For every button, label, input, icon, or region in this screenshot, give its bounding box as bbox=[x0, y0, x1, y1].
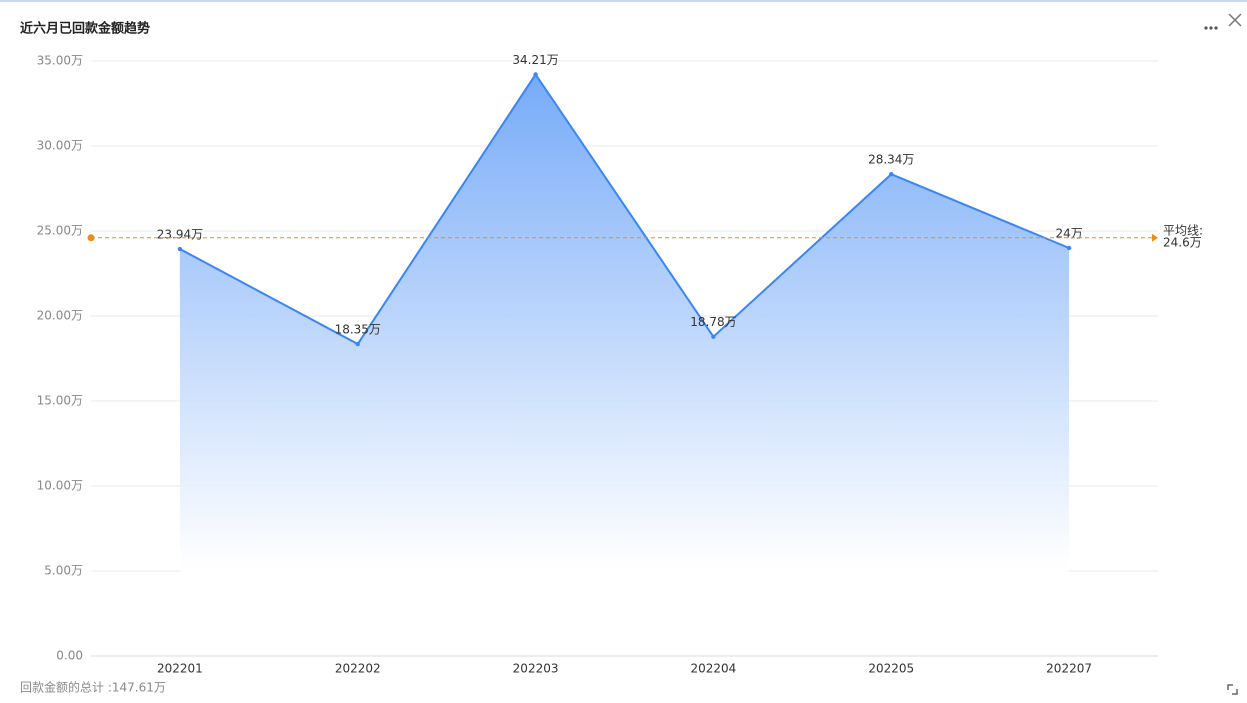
value-label: 23.94万 bbox=[157, 228, 203, 242]
point bbox=[889, 172, 894, 177]
value-label: 24万 bbox=[1055, 227, 1082, 241]
line bbox=[179, 72, 1070, 346]
point bbox=[355, 341, 360, 347]
point bbox=[177, 246, 183, 252]
value-label: 34.21万 bbox=[512, 53, 558, 67]
close-icon[interactable] bbox=[1228, 13, 1242, 27]
y-tick-label: 15.00万 bbox=[37, 394, 83, 408]
x-tick-label: 202205 bbox=[868, 662, 914, 676]
top-border bbox=[0, 0, 1247, 2]
average-value-label: 24.6万 bbox=[1163, 235, 1202, 249]
y-tick-label: 25.00万 bbox=[37, 224, 83, 238]
x-tick-label: 202204 bbox=[691, 662, 737, 676]
x-tick-label: 202202 bbox=[335, 662, 381, 676]
x-tick-label: 202203 bbox=[513, 662, 559, 676]
point bbox=[711, 334, 716, 339]
more-icon[interactable] bbox=[1204, 26, 1218, 30]
y-tick-label: 30.00万 bbox=[37, 139, 83, 153]
value-label: 28.34万 bbox=[868, 153, 914, 167]
point bbox=[533, 72, 538, 77]
average-label: 平均线: bbox=[1163, 223, 1203, 237]
x-tick-label: 202207 bbox=[1046, 662, 1092, 676]
y-tick-label: 0.00 bbox=[56, 649, 83, 663]
point bbox=[1066, 245, 1072, 251]
footer-total: 回款金额的总计 :147.61万 bbox=[20, 680, 166, 695]
y-tick-label: 20.00万 bbox=[37, 309, 83, 323]
y-tick-label: 10.00万 bbox=[37, 479, 83, 493]
value-label: 18.78万 bbox=[690, 315, 736, 329]
chart-title: 近六月已回款金额趋势 bbox=[20, 21, 150, 37]
average-start bbox=[87, 234, 95, 242]
x-tick-label: 202201 bbox=[157, 662, 203, 676]
average-arrow bbox=[1152, 233, 1158, 242]
y-tick-label: 35.00万 bbox=[37, 54, 83, 68]
y-tick-label: 5.00万 bbox=[44, 564, 83, 578]
resize-icon[interactable] bbox=[1227, 684, 1238, 695]
area bbox=[179, 74, 1070, 657]
value-label: 18.35万 bbox=[335, 323, 381, 337]
